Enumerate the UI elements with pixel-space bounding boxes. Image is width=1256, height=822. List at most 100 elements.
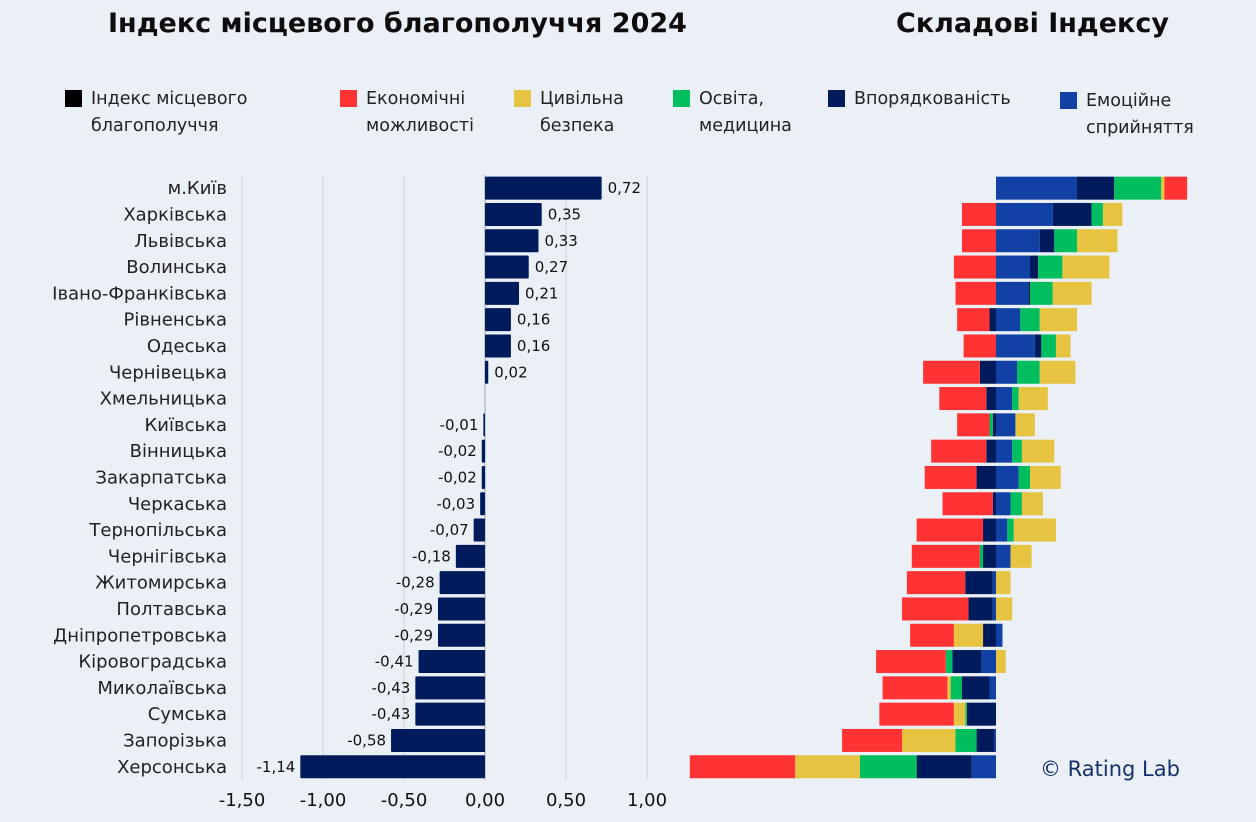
category-label: Запорізька bbox=[123, 730, 227, 751]
segment-emotion bbox=[981, 650, 996, 674]
segment-security bbox=[1013, 518, 1056, 542]
category-label: Миколаївська bbox=[97, 678, 227, 699]
segment-econ bbox=[961, 229, 996, 253]
segment-econ bbox=[911, 544, 980, 568]
x-tick-label: 0,00 bbox=[465, 790, 505, 811]
segment-emotion bbox=[994, 728, 996, 752]
value-label: -1,14 bbox=[257, 758, 296, 776]
segment-emotion bbox=[996, 281, 1029, 305]
index-bar bbox=[485, 281, 520, 305]
segment-econ bbox=[957, 308, 990, 332]
value-label: -0,29 bbox=[394, 600, 433, 618]
segment-security bbox=[795, 755, 860, 779]
category-label: Харківська bbox=[123, 204, 227, 225]
segment-edu bbox=[1012, 387, 1019, 411]
segment-econ bbox=[689, 755, 796, 779]
segment-emotion bbox=[996, 544, 1011, 568]
value-label: 0,33 bbox=[544, 232, 577, 250]
category-label: Рівненська bbox=[124, 310, 227, 331]
segment-security bbox=[1055, 334, 1071, 358]
segment-emotion bbox=[996, 623, 1003, 647]
segment-emotion bbox=[996, 413, 1016, 437]
value-label: 0,02 bbox=[494, 363, 527, 381]
segment-econ bbox=[879, 702, 954, 726]
category-label: Житомирська bbox=[95, 573, 227, 594]
segment-order bbox=[968, 597, 993, 621]
segment-order bbox=[992, 413, 996, 437]
segment-security bbox=[1102, 202, 1123, 226]
segment-security bbox=[1039, 308, 1077, 332]
segment-edu bbox=[950, 676, 962, 700]
segment-order bbox=[965, 571, 993, 595]
segment-order bbox=[1039, 229, 1055, 253]
category-label: м.Київ bbox=[168, 178, 227, 199]
segment-security bbox=[1021, 439, 1055, 463]
legend-swatch-edu bbox=[673, 90, 690, 107]
segment-emotion bbox=[971, 755, 996, 779]
legend-label: Економічні можливості bbox=[366, 89, 474, 136]
legend-item-order: Впорядкованість bbox=[828, 86, 1011, 113]
category-label: Львівська bbox=[134, 231, 227, 252]
segment-emotion bbox=[996, 255, 1031, 279]
segment-edu bbox=[1020, 308, 1040, 332]
legend-swatch-emotion bbox=[1060, 92, 1077, 109]
legend-swatch-order bbox=[828, 90, 845, 107]
segment-security bbox=[1039, 360, 1076, 384]
segment-order bbox=[966, 702, 996, 726]
value-label: -0,02 bbox=[438, 468, 477, 486]
value-label: -0,18 bbox=[412, 547, 451, 565]
credit-text: © Rating Lab bbox=[1040, 757, 1180, 781]
legend-label: Освіта, медицина bbox=[699, 89, 792, 136]
value-label: -0,41 bbox=[375, 653, 414, 671]
segment-econ bbox=[924, 465, 977, 489]
segment-order bbox=[961, 676, 990, 700]
segment-security bbox=[953, 623, 984, 647]
value-label: -0,01 bbox=[440, 416, 479, 434]
index-bar bbox=[483, 413, 485, 437]
index-bar bbox=[481, 465, 485, 489]
segment-edu bbox=[955, 728, 977, 752]
segment-edu bbox=[945, 650, 953, 674]
value-label: -0,28 bbox=[396, 574, 435, 592]
category-label: Херсонська bbox=[117, 757, 227, 778]
value-label: -0,29 bbox=[394, 626, 433, 644]
segment-order bbox=[976, 728, 995, 752]
segment-order bbox=[986, 439, 996, 463]
category-label: Кіровоградська bbox=[78, 652, 227, 673]
legend-label: Індекс місцевого благополуччя bbox=[91, 89, 248, 136]
value-label: 0,35 bbox=[548, 205, 581, 223]
segment-edu bbox=[1010, 492, 1022, 516]
segment-order bbox=[983, 518, 996, 542]
value-label: 0,21 bbox=[525, 284, 558, 302]
value-label: 0,16 bbox=[517, 337, 550, 355]
category-label: Дніпропетровська bbox=[53, 625, 227, 646]
segment-emotion bbox=[996, 334, 1035, 358]
legend-label: Емоційне сприйняття bbox=[1086, 91, 1194, 138]
segment-emotion bbox=[996, 492, 1011, 516]
segment-edu bbox=[859, 755, 917, 779]
segment-econ bbox=[842, 728, 903, 752]
index-bar bbox=[415, 702, 485, 726]
category-label: Івано-Франківська bbox=[52, 283, 227, 304]
segment-econ bbox=[939, 387, 987, 411]
segment-emotion bbox=[992, 597, 996, 621]
segment-order bbox=[952, 650, 982, 674]
segment-security bbox=[953, 702, 966, 726]
right-chart-title: Складові Індексу bbox=[896, 8, 1169, 39]
segment-emotion bbox=[996, 518, 1008, 542]
value-label: -0,43 bbox=[372, 679, 411, 697]
category-label: Тернопільська bbox=[88, 520, 227, 541]
segment-econ bbox=[931, 439, 987, 463]
segment-edu bbox=[979, 544, 984, 568]
segment-edu bbox=[1054, 229, 1077, 253]
segment-security bbox=[1077, 229, 1118, 253]
segment-edu bbox=[1007, 518, 1014, 542]
segment-econ bbox=[902, 597, 969, 621]
segment-edu bbox=[1018, 465, 1031, 489]
segment-emotion bbox=[992, 571, 996, 595]
index-bar bbox=[485, 255, 529, 279]
index-bar bbox=[439, 571, 485, 595]
legend-label: Впорядкованість bbox=[854, 89, 1011, 109]
value-label: 0,27 bbox=[535, 258, 568, 276]
segment-econ bbox=[1164, 176, 1188, 200]
